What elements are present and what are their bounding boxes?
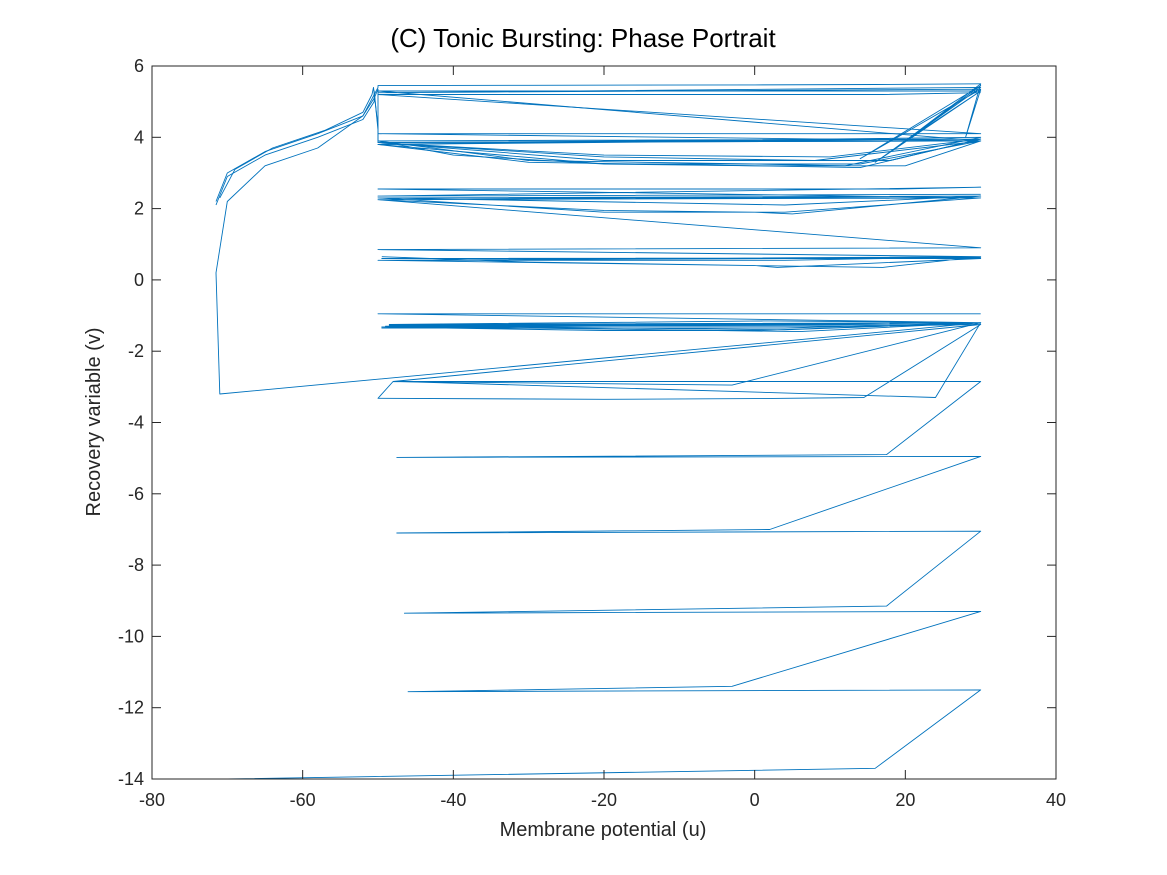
trajectory-segment-7 <box>219 86 379 199</box>
x-tick-label: -40 <box>440 790 466 810</box>
x-axis-label: Membrane potential (u) <box>500 819 707 841</box>
x-tick-label: 40 <box>1046 790 1066 810</box>
x-tick-label: -80 <box>139 790 165 810</box>
x-tick-label: -60 <box>290 790 316 810</box>
x-tick-label: -20 <box>591 790 617 810</box>
y-tick-label: -6 <box>128 484 144 504</box>
y-tick-label: -4 <box>128 413 144 433</box>
y-tick-label: -14 <box>118 769 144 789</box>
y-tick-label: -10 <box>118 626 144 646</box>
plot-area <box>215 83 982 779</box>
trajectory-segment-5 <box>215 83 982 202</box>
y-tick-label: -2 <box>128 341 144 361</box>
y-tick-label: 6 <box>134 56 144 76</box>
y-tick-label: -8 <box>128 555 144 575</box>
trajectory-segment-8 <box>377 136 982 169</box>
trajectory-segment-2 <box>377 313 982 400</box>
x-tick-label: 0 <box>750 790 760 810</box>
y-tick-label: 0 <box>134 270 144 290</box>
y-tick-label: -12 <box>118 698 144 718</box>
y-tick-label: 4 <box>134 127 144 147</box>
trajectory-segment-3 <box>377 186 982 268</box>
x-tick-label: 20 <box>895 790 915 810</box>
trajectory-segment-1 <box>215 83 982 779</box>
y-axis-label: Recovery variable (v) <box>83 328 105 517</box>
chart-title: (C) Tonic Bursting: Phase Portrait <box>390 23 776 53</box>
y-tick-label: 2 <box>134 199 144 219</box>
